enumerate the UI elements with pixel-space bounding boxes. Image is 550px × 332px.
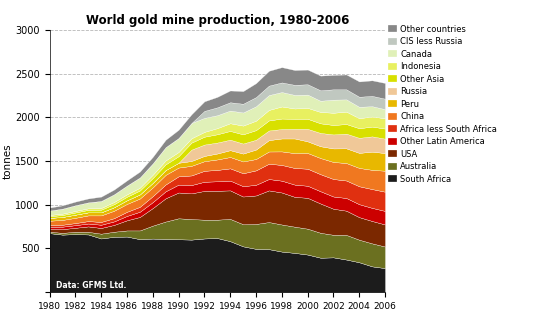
Y-axis label: tonnes: tonnes	[2, 143, 12, 179]
Title: World gold mine production, 1980-2006: World gold mine production, 1980-2006	[86, 14, 349, 27]
Legend: Other countries, CIS less Russia, Canada, Indonesia, Other Asia, Russia, Peru, C: Other countries, CIS less Russia, Canada…	[388, 25, 497, 184]
Text: Data: GFMS Ltd.: Data: GFMS Ltd.	[56, 281, 126, 290]
